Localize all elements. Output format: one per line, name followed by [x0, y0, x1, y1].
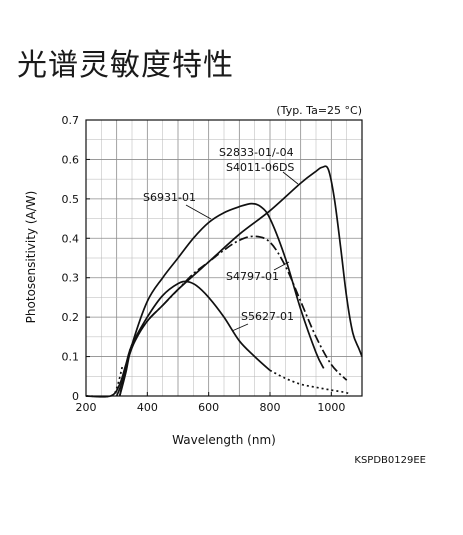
y-tick-label: 0.7 — [62, 114, 80, 127]
label-leader-line — [185, 204, 212, 220]
label-leader-line — [273, 261, 290, 271]
axis-ticks: 200 400 600 800 1000 0 0.1 0.2 0.3 0.4 0.5 0.6 0.7 — [62, 114, 346, 414]
series-line-s5627-01 — [85, 280, 271, 398]
series-line-s6931-01 — [118, 202, 325, 397]
y-tick-label: 0.3 — [62, 272, 80, 285]
x-tick-label: 400 — [137, 401, 158, 414]
y-tick-label: 0.5 — [62, 193, 80, 206]
plot-frame — [85, 119, 363, 397]
curve-label: S4797-01 — [226, 270, 279, 283]
curve-label: S6931-01 — [143, 191, 196, 204]
page-title: 光谱灵敏度特性 — [17, 48, 234, 83]
x-tick-label: 800 — [260, 401, 281, 414]
series-layer — [85, 165, 363, 398]
label-leader-line — [231, 323, 249, 332]
curve-label: S4011-06DS — [226, 161, 294, 174]
x-tick-label: 200 — [76, 401, 97, 414]
y-tick-label: 0 — [72, 390, 79, 403]
figure-code: KSPDB0129EE — [354, 455, 426, 466]
condition-note: (Typ. Ta=25 °C) — [276, 104, 362, 117]
curve-label: S2833-01/-04 — [219, 146, 294, 159]
x-tick-label: 600 — [198, 401, 219, 414]
y-tick-label: 0.4 — [62, 232, 80, 245]
y-tick-label: 0.1 — [62, 351, 80, 364]
plot-border — [85, 119, 363, 397]
x-tick-label: 1000 — [317, 401, 345, 414]
series-line-s2833-01-04 — [115, 165, 363, 397]
curve-labels: S2833-01/-04 S4011-06DS S6931-01 S4797-01 S5… — [143, 146, 299, 332]
grid-lines — [85, 119, 363, 397]
curve-label: S5627-01 — [241, 310, 294, 323]
y-tick-label: 0.6 — [62, 153, 80, 166]
series-line-s4797-01 — [118, 235, 348, 397]
x-axis-title: Wavelength (nm) — [172, 433, 276, 447]
series-line-s5627-01-tail — [269, 369, 351, 397]
label-leader-line — [282, 171, 299, 185]
y-tick-label: 0.2 — [62, 311, 80, 324]
series-line-baseline — [85, 364, 124, 398]
y-axis-title: Photosensitivity (A/W) — [24, 191, 38, 324]
